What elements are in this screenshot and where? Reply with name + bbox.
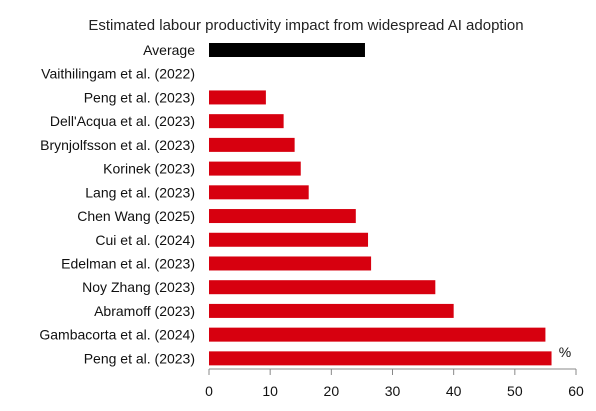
x-axis: 0 10 20 30 40 50 60% <box>205 344 584 399</box>
category-label-5: Korinek (2023) <box>103 161 195 177</box>
bar-2 <box>209 90 266 105</box>
category-label-3: Dell'Acqua et al. (2023) <box>50 113 195 129</box>
category-label-4: Brynjolfsson et al. (2023) <box>40 137 195 153</box>
category-label-12: Gambacorta et al. (2024) <box>39 327 195 343</box>
category-labels: Average Vaithilingam et al. (2022) Peng et… <box>39 42 195 366</box>
category-label-10: Noy Zhang (2023) <box>82 279 195 295</box>
x-tick-label-2: 20 <box>324 383 340 399</box>
x-tick-label-3: 30 <box>385 383 401 399</box>
x-tick-label-1: 10 <box>262 383 278 399</box>
bar-7 <box>209 209 356 224</box>
category-label-0: Average <box>143 42 195 58</box>
bar-10 <box>209 280 436 295</box>
category-label-6: Lang et al. (2023) <box>85 184 195 200</box>
bar-3 <box>209 114 284 129</box>
bar-9 <box>209 256 372 271</box>
chart-title: Estimated labour productivity impact fro… <box>88 17 523 34</box>
x-tick-label-6: 60 <box>568 383 584 399</box>
x-tick-label-5: 50 <box>507 383 523 399</box>
category-label-2: Peng et al. (2023) <box>84 89 195 105</box>
category-label-13: Peng et al. (2023) <box>84 350 195 366</box>
category-label-7: Chen Wang (2025) <box>77 208 195 224</box>
x-tick-label-0: 0 <box>205 383 213 399</box>
bar-4 <box>209 137 295 152</box>
unit-label: % <box>559 344 571 360</box>
bar-8 <box>209 232 369 247</box>
category-label-11: Abramoff (2023) <box>94 303 195 319</box>
category-label-9: Edelman et al. (2023) <box>61 255 195 271</box>
bar-11 <box>209 303 454 318</box>
bar-0 <box>209 43 365 57</box>
bars-layer <box>209 43 552 366</box>
x-tick-label-4: 40 <box>446 383 462 399</box>
bar-6 <box>209 185 309 200</box>
bar-13 <box>209 351 552 366</box>
category-label-1: Vaithilingam et al. (2022) <box>41 66 195 82</box>
bar-12 <box>209 327 546 342</box>
category-label-8: Cui et al. (2024) <box>95 232 195 248</box>
bar-5 <box>209 161 301 176</box>
